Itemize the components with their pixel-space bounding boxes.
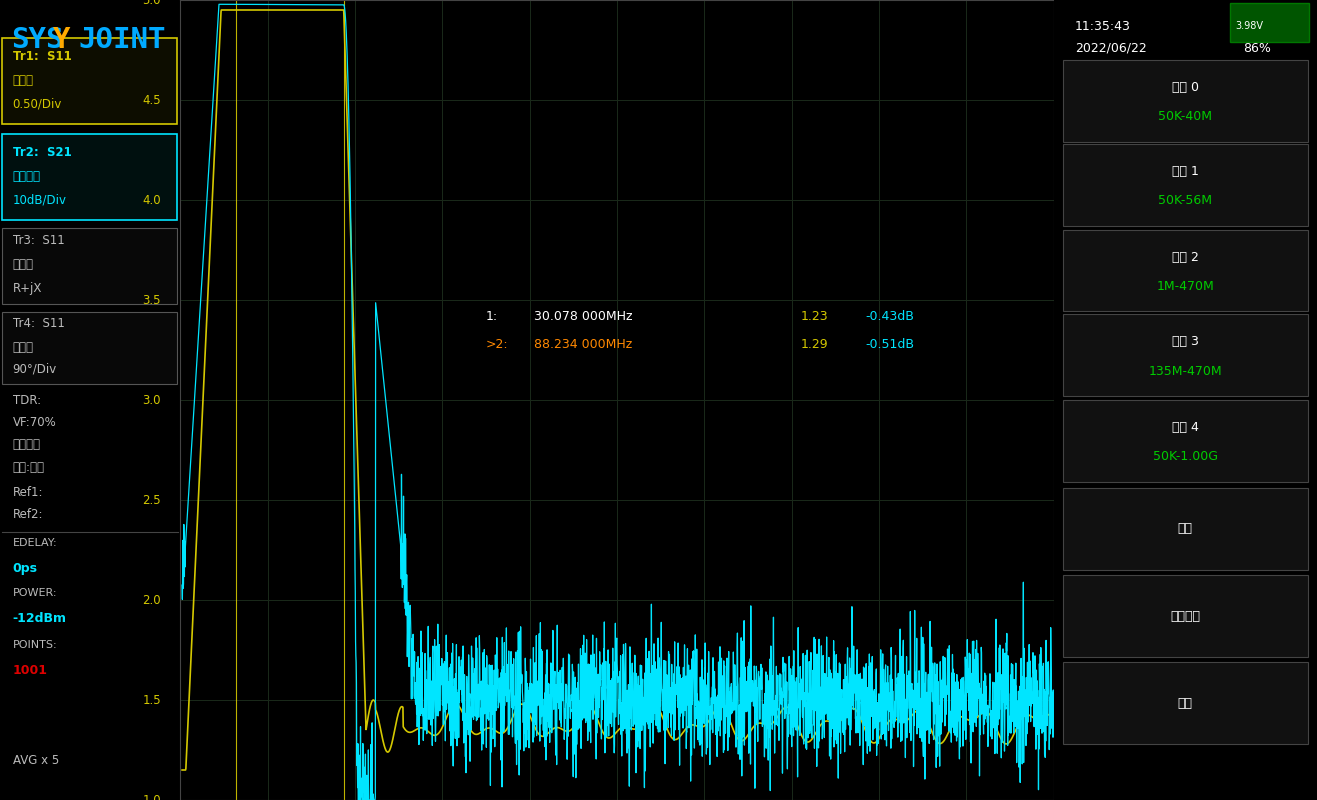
Text: 86%: 86% bbox=[1243, 42, 1271, 54]
Text: Ref1:: Ref1: bbox=[13, 486, 43, 498]
Text: -12dBm: -12dBm bbox=[13, 612, 67, 625]
Text: -20: -20 bbox=[1063, 194, 1081, 206]
Text: 文件保存: 文件保存 bbox=[1171, 610, 1200, 622]
FancyBboxPatch shape bbox=[1, 134, 176, 220]
Text: 相频图: 相频图 bbox=[13, 341, 34, 354]
Text: 50K-1.00G: 50K-1.00G bbox=[1152, 450, 1218, 463]
FancyBboxPatch shape bbox=[1063, 662, 1308, 744]
Text: 5.0: 5.0 bbox=[142, 0, 161, 6]
Text: 保存 1: 保存 1 bbox=[1172, 165, 1198, 178]
FancyBboxPatch shape bbox=[1230, 3, 1309, 42]
Text: AVG x 5: AVG x 5 bbox=[13, 754, 59, 766]
FancyBboxPatch shape bbox=[1, 38, 176, 124]
Text: 135M-470M: 135M-470M bbox=[1148, 365, 1222, 378]
Text: 3.5: 3.5 bbox=[142, 294, 161, 306]
Text: 50K-40M: 50K-40M bbox=[1158, 110, 1213, 123]
Text: 1001: 1001 bbox=[13, 664, 47, 677]
Text: 带通滤波: 带通滤波 bbox=[13, 438, 41, 451]
Text: TDR:: TDR: bbox=[13, 394, 41, 406]
FancyBboxPatch shape bbox=[1063, 314, 1308, 396]
Text: >2:: >2: bbox=[486, 338, 508, 351]
Text: SYS: SYS bbox=[11, 26, 63, 54]
Text: -80: -80 bbox=[1063, 794, 1081, 800]
Text: -0.43dB: -0.43dB bbox=[865, 310, 915, 323]
Text: 1.29: 1.29 bbox=[801, 338, 828, 351]
Text: 1M-470M: 1M-470M bbox=[1156, 280, 1214, 293]
FancyBboxPatch shape bbox=[1, 228, 176, 304]
Text: 0: 0 bbox=[1063, 0, 1069, 6]
Text: -0.51dB: -0.51dB bbox=[865, 338, 915, 351]
Text: 更多: 更多 bbox=[1177, 522, 1193, 535]
Text: EDELAY:: EDELAY: bbox=[13, 538, 57, 549]
Text: 窗口:标准: 窗口:标准 bbox=[13, 461, 45, 474]
Text: 50K-56M: 50K-56M bbox=[1158, 194, 1213, 207]
Text: 2.5: 2.5 bbox=[142, 494, 161, 506]
Text: Tr4:  S11: Tr4: S11 bbox=[13, 317, 65, 330]
FancyBboxPatch shape bbox=[1063, 400, 1308, 482]
Text: -30: -30 bbox=[1063, 294, 1081, 306]
Text: 1:: 1: bbox=[486, 310, 498, 323]
Text: 11:35:43: 11:35:43 bbox=[1075, 20, 1130, 33]
Text: -50: -50 bbox=[1063, 494, 1081, 506]
Text: 4.5: 4.5 bbox=[142, 94, 161, 106]
Text: 保存 0: 保存 0 bbox=[1172, 81, 1198, 94]
Text: JOINT: JOINT bbox=[79, 26, 166, 54]
Text: 3.98V: 3.98V bbox=[1235, 21, 1263, 31]
Text: 2.0: 2.0 bbox=[142, 594, 161, 606]
Text: R+jX: R+jX bbox=[13, 282, 42, 294]
Text: 2022/06/22: 2022/06/22 bbox=[1075, 42, 1146, 54]
FancyBboxPatch shape bbox=[1063, 60, 1308, 142]
Text: 0ps: 0ps bbox=[13, 562, 38, 575]
Text: 史密斯: 史密斯 bbox=[13, 258, 34, 270]
Text: POINTS:: POINTS: bbox=[13, 640, 57, 650]
Text: 对数幅度: 对数幅度 bbox=[13, 170, 41, 182]
Text: POWER:: POWER: bbox=[13, 588, 57, 598]
Text: -40: -40 bbox=[1063, 394, 1081, 406]
Text: -10: -10 bbox=[1063, 94, 1081, 106]
Text: 返回: 返回 bbox=[1177, 697, 1193, 710]
Text: 4.0: 4.0 bbox=[142, 194, 161, 206]
Text: -60: -60 bbox=[1063, 594, 1081, 606]
Text: VF:70%: VF:70% bbox=[13, 416, 57, 429]
Text: 3.0: 3.0 bbox=[142, 394, 161, 406]
Text: Tr3:  S11: Tr3: S11 bbox=[13, 234, 65, 246]
Text: 1.0: 1.0 bbox=[142, 794, 161, 800]
Text: Tr2:  S21: Tr2: S21 bbox=[13, 146, 71, 158]
FancyBboxPatch shape bbox=[1, 312, 176, 384]
Text: 保存 2: 保存 2 bbox=[1172, 250, 1198, 264]
Text: 1.23: 1.23 bbox=[801, 310, 828, 323]
FancyBboxPatch shape bbox=[1063, 230, 1308, 311]
FancyBboxPatch shape bbox=[1063, 488, 1308, 570]
Text: Tr1:  S11: Tr1: S11 bbox=[13, 50, 71, 62]
Text: 10dB/Div: 10dB/Div bbox=[13, 194, 67, 206]
Text: 馻波比: 馻波比 bbox=[13, 74, 34, 86]
Text: 90°/Div: 90°/Div bbox=[13, 362, 57, 375]
Text: 30.078 000MHz: 30.078 000MHz bbox=[533, 310, 632, 323]
Text: 88.234 000MHz: 88.234 000MHz bbox=[533, 338, 632, 351]
Text: 保存 4: 保存 4 bbox=[1172, 421, 1198, 434]
Text: 1.5: 1.5 bbox=[142, 694, 161, 706]
Text: -70: -70 bbox=[1063, 694, 1081, 706]
Text: Ref2:: Ref2: bbox=[13, 508, 43, 521]
Text: 保存 3: 保存 3 bbox=[1172, 335, 1198, 349]
FancyBboxPatch shape bbox=[1063, 144, 1308, 226]
Text: Y: Y bbox=[53, 26, 71, 54]
FancyBboxPatch shape bbox=[1063, 575, 1308, 657]
Text: 0.50/Div: 0.50/Div bbox=[13, 98, 62, 110]
